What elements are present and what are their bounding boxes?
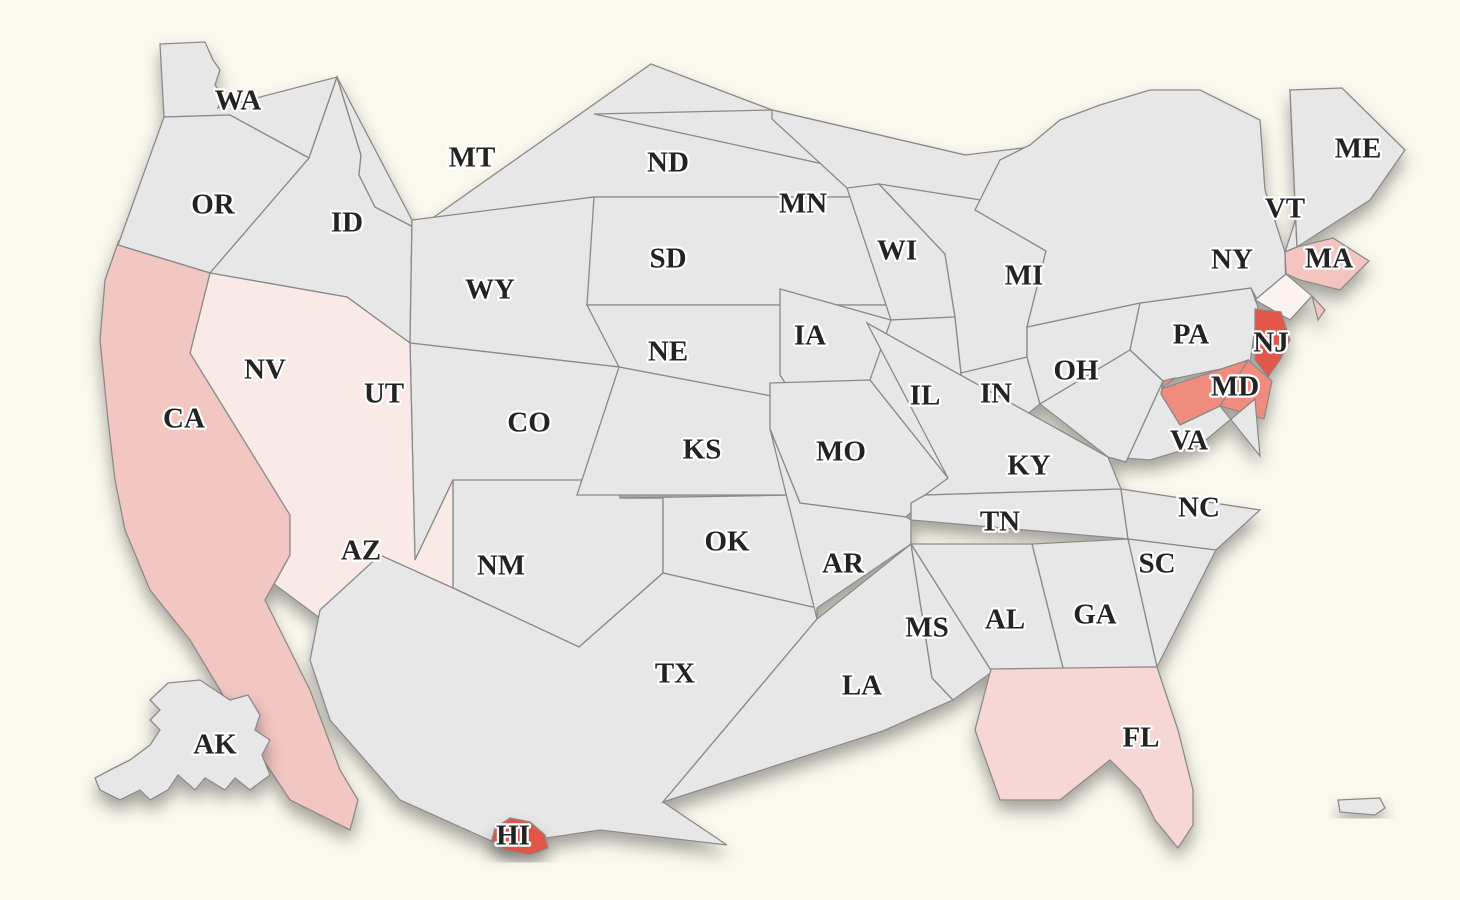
svg-text:ID: ID	[331, 207, 363, 239]
svg-text:CA: CA	[163, 403, 205, 435]
svg-text:MO: MO	[816, 436, 866, 468]
svg-text:TN: TN	[980, 506, 1020, 538]
svg-text:OH: OH	[1053, 355, 1099, 387]
svg-text:NY: NY	[1211, 244, 1253, 276]
svg-text:VA: VA	[1170, 425, 1208, 457]
svg-text:NE: NE	[648, 336, 688, 368]
svg-text:IN: IN	[980, 378, 1012, 410]
svg-text:KS: KS	[683, 434, 722, 466]
svg-text:MS: MS	[905, 612, 949, 644]
svg-text:LA: LA	[842, 670, 882, 702]
svg-text:KY: KY	[1007, 450, 1051, 482]
svg-text:PA: PA	[1173, 319, 1210, 351]
svg-text:GA: GA	[1073, 599, 1117, 631]
svg-text:ME: ME	[1335, 133, 1382, 165]
svg-text:WA: WA	[215, 85, 262, 117]
svg-text:AK: AK	[193, 729, 237, 761]
svg-text:AR: AR	[822, 548, 865, 580]
svg-text:NM: NM	[477, 550, 525, 582]
svg-text:MN: MN	[779, 188, 827, 220]
svg-text:NJ: NJ	[1253, 327, 1288, 359]
svg-text:IL: IL	[910, 380, 941, 412]
svg-text:OK: OK	[704, 526, 750, 558]
svg-text:IA: IA	[794, 320, 826, 352]
svg-text:HI: HI	[496, 820, 530, 852]
svg-text:AZ: AZ	[341, 535, 381, 567]
svg-text:MD: MD	[1211, 371, 1259, 403]
svg-text:AL: AL	[985, 604, 1025, 636]
svg-text:WI: WI	[877, 235, 917, 267]
svg-text:MI: MI	[1005, 260, 1044, 292]
svg-text:SD: SD	[649, 243, 686, 275]
svg-text:CO: CO	[507, 407, 551, 439]
svg-text:NC: NC	[1178, 492, 1220, 524]
svg-text:ND: ND	[647, 147, 689, 179]
svg-text:OR: OR	[191, 189, 236, 221]
svg-text:TX: TX	[655, 658, 695, 690]
svg-text:NV: NV	[244, 354, 286, 386]
svg-text:UT: UT	[364, 378, 404, 410]
svg-text:SC: SC	[1138, 548, 1175, 580]
svg-text:FL: FL	[1122, 722, 1159, 754]
svg-text:VT: VT	[1265, 193, 1305, 225]
svg-text:MT: MT	[449, 142, 496, 174]
svg-text:WY: WY	[465, 274, 515, 306]
svg-text:MA: MA	[1305, 243, 1353, 275]
